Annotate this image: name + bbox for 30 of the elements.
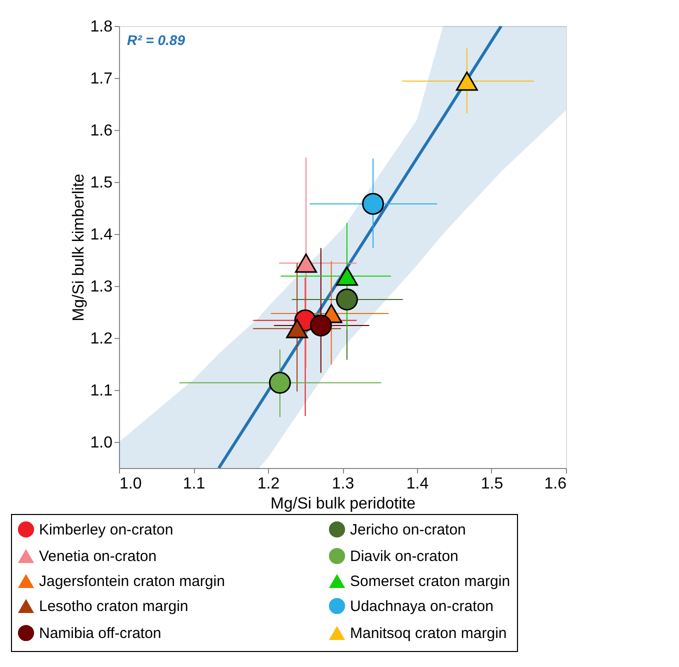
- y-tick-label: 1.0: [90, 434, 113, 452]
- legend-label: Udachnaya on-craton: [350, 598, 494, 615]
- y-tick-label: 1.2: [90, 330, 113, 348]
- x-tick-label: 1.3: [332, 476, 354, 492]
- x-tick-label: 1.4: [406, 476, 429, 492]
- y-axis-title: Mg/Si bulk kimberlite: [70, 174, 88, 322]
- y-tick-label: 1.6: [90, 122, 113, 140]
- y-tick-label: 1.5: [90, 174, 113, 192]
- y-tick-label: 1.8: [90, 18, 113, 36]
- x-tick-label: 1.1: [182, 476, 206, 492]
- legend-label: Somerset craton margin: [350, 573, 510, 590]
- x-axis-title: Mg/Si bulk peridotite: [270, 496, 416, 512]
- legend-label: Namibia off-craton: [39, 625, 162, 642]
- x-tick-label: 1.6: [544, 476, 567, 492]
- y-tick-label: 1.4: [90, 226, 113, 244]
- legend-label: Lesotho craton margin: [39, 598, 188, 615]
- y-tick-label: 1.1: [90, 382, 113, 400]
- legend-label: Manitsoq craton margin: [350, 625, 507, 642]
- annotation: R² = 0.89: [127, 32, 186, 48]
- line-series: [217, 26, 503, 468]
- legend-label: Diavik on-craton: [350, 548, 458, 565]
- legend-label: Kimberley on-craton: [39, 521, 174, 538]
- legend-label: Jericho on-craton: [350, 521, 466, 538]
- y-tick-label: 1.3: [90, 278, 113, 296]
- legend-label: Venetia on-craton: [39, 548, 157, 565]
- y-tick-label: 1.7: [90, 70, 113, 88]
- legend-label: Jagersfontein craton margin: [39, 573, 225, 590]
- x-tick-label: 1.2: [257, 476, 280, 492]
- x-tick-label: 1.5: [480, 476, 504, 492]
- x-tick-label: 1.0: [120, 476, 142, 492]
